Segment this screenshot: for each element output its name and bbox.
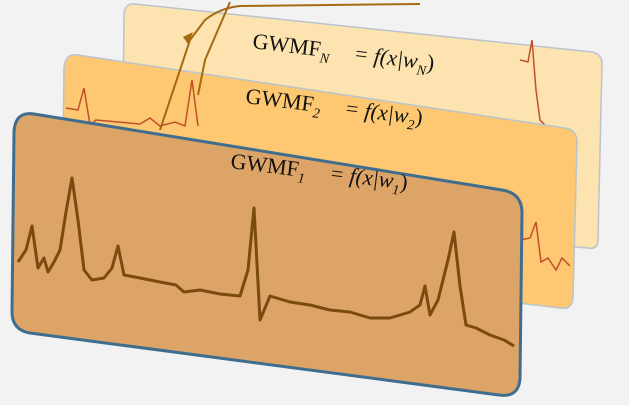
diagram: GWMFN= f(x|wN)GWMF2= f(x|w2)GWMF1= f(x|w… [0, 0, 629, 405]
